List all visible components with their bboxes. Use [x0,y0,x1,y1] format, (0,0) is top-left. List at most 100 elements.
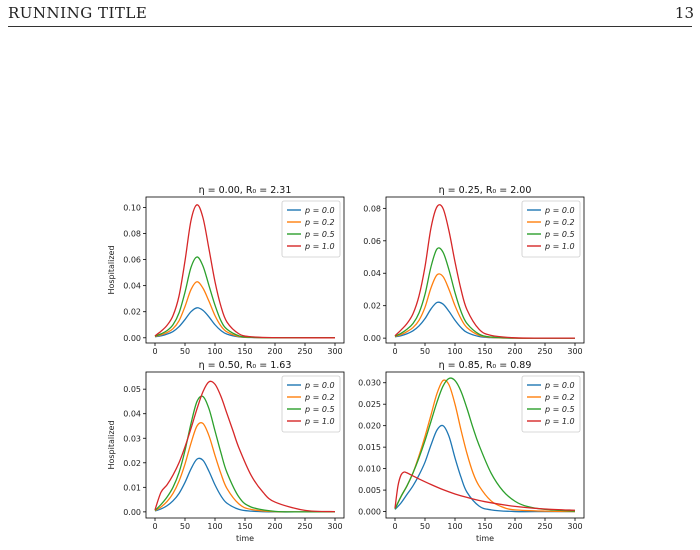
series-line-3 [394,247,576,339]
series-line-1 [154,457,335,513]
y-tick-label: 0.020 [358,422,381,431]
legend-label: p = 0.2 [304,218,335,227]
series-line-1 [394,424,575,513]
y-tick-label: 0.005 [358,486,381,495]
legend-label: p = 0.2 [304,393,335,402]
x-tick-label: 0 [392,522,397,531]
legend-label: p = 0.0 [304,381,335,390]
x-tick-label: 250 [537,522,552,531]
legend-box [281,375,341,433]
panel-title: η = 0.50, R₀ = 1.63 [199,360,292,371]
x-tick-label: 50 [180,522,190,531]
y-tick-label: 0.04 [123,282,141,291]
x-tick-label: 100 [447,347,462,356]
y-tick-label: 0.00 [123,334,141,343]
y-tick-label: 0.08 [363,204,381,213]
legend-label: p = 0.5 [304,405,335,414]
x-tick-label: 100 [207,347,222,356]
x-tick-label: 150 [237,347,252,356]
x-axis-label: time [476,534,494,543]
x-tick-label: 200 [267,522,282,531]
legend-label: p = 0.0 [544,381,575,390]
running-title: RUNNING TITLE [8,4,148,22]
x-tick-label: 100 [447,522,462,531]
page-number: 13 [674,4,694,22]
y-tick-label: 0.03 [123,434,141,443]
x-tick-label: 200 [267,347,282,356]
legend-label: p = 0.0 [544,206,575,215]
legend: p = 0.0 p = 0.2 p = 0.5 p = 1.0 [521,200,581,258]
legend-label: p = 1.0 [544,242,575,251]
legend: p = 0.0 p = 0.2 p = 0.5 p = 1.0 [281,200,341,258]
x-tick-label: 100 [207,522,222,531]
y-tick-label: 0.02 [123,459,141,468]
chart-panel-3: 0 50 100 150 200 250 300 0.00 0.01 0.02 0.03 0.04 0.… [107,360,345,543]
legend-label: p = 0.2 [544,393,575,402]
y-tick-label: 0.05 [123,385,141,394]
y-tick-label: 0.030 [358,379,381,388]
panel-title: η = 0.00, R₀ = 2.31 [199,185,292,196]
x-tick-label: 150 [477,522,492,531]
panel-title: η = 0.85, R₀ = 0.89 [439,360,532,371]
y-axis-label: Hospitalized [107,420,116,469]
legend-label: p = 0.5 [544,405,575,414]
x-tick-label: 300 [327,522,342,531]
legend-box [281,200,341,258]
chart-panel-2: 0 50 100 150 200 250 300 0.00 0.02 0.04 0.06 0.08 η … [363,185,585,356]
y-tick-label: 0.025 [358,400,381,409]
legend-label: p = 1.0 [544,417,575,426]
x-tick-label: 200 [507,347,522,356]
x-tick-label: 300 [327,347,342,356]
y-tick-label: 0.06 [363,237,381,246]
y-tick-label: 0.00 [123,508,141,517]
legend-label: p = 0.0 [304,206,335,215]
y-tick-label: 0.04 [363,269,381,278]
legend-box [521,375,581,433]
y-tick-label: 0.000 [358,508,381,517]
x-tick-label: 0 [392,347,397,356]
x-tick-label: 50 [180,347,190,356]
x-tick-label: 250 [537,347,552,356]
series-line-4 [394,471,576,511]
header-rule [8,26,692,27]
chart-panel-4: 0 50 100 150 200 250 300 0.000 0.005 0.010 0.015 0.… [358,360,585,543]
x-tick-label: 0 [152,522,157,531]
legend-label: p = 1.0 [304,417,335,426]
y-tick-label: 0.02 [363,302,381,311]
x-tick-label: 250 [297,522,312,531]
legend: p = 0.0 p = 0.2 p = 0.5 p = 1.0 [521,375,581,433]
y-tick-label: 0.015 [358,443,381,452]
legend-label: p = 0.2 [544,218,575,227]
y-tick-label: 0.02 [123,308,141,317]
x-tick-label: 50 [420,522,430,531]
x-tick-label: 150 [237,522,252,531]
series-line-1 [394,301,575,339]
series-line-3 [154,256,335,339]
legend-label: p = 0.5 [544,230,575,239]
legend-box [521,200,581,258]
y-tick-label: 0.04 [123,410,141,419]
series-line-4 [154,204,336,339]
series-line-4 [394,204,576,339]
x-tick-label: 200 [507,522,522,531]
page-header: RUNNING TITLE 13 [0,0,700,28]
y-tick-label: 0.01 [123,483,141,492]
y-axis-label: Hospitalized [107,245,116,294]
series-line-3 [394,377,576,512]
series-line-3 [154,395,336,513]
legend: p = 0.0 p = 0.2 p = 0.5 p = 1.0 [281,375,341,433]
series-line-2 [154,281,335,339]
series-line-4 [154,380,336,513]
x-axis-label: time [236,534,254,543]
chart-panel-1: 0 50 100 150 200 250 300 0.00 0.02 0.04 0.06 0.08 0.… [107,185,345,356]
x-tick-label: 250 [297,347,312,356]
y-tick-label: 0.08 [123,230,141,239]
panel-title: η = 0.25, R₀ = 2.00 [439,185,532,196]
legend-label: p = 1.0 [304,242,335,251]
y-tick-label: 0.010 [358,465,381,474]
x-tick-label: 300 [567,522,582,531]
y-tick-label: 0.10 [123,203,141,212]
series-line-2 [154,422,336,513]
legend-label: p = 0.5 [304,230,335,239]
